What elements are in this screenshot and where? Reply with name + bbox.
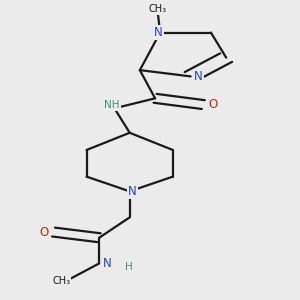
- Text: H: H: [125, 262, 133, 272]
- Text: O: O: [40, 226, 49, 238]
- Text: N: N: [194, 70, 203, 83]
- Text: N: N: [154, 26, 163, 39]
- Text: NH: NH: [104, 100, 120, 110]
- Text: N: N: [128, 185, 136, 198]
- Text: CH₃: CH₃: [148, 4, 167, 14]
- Text: O: O: [209, 98, 218, 111]
- Text: N: N: [103, 257, 111, 270]
- Text: CH₃: CH₃: [52, 276, 70, 286]
